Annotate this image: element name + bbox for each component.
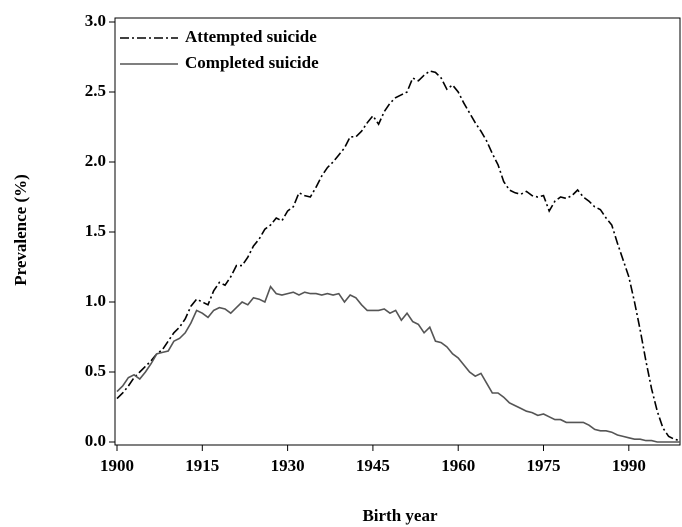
y-tick-label: 3.0 bbox=[85, 11, 106, 30]
x-axis-label: Birth year bbox=[362, 506, 438, 525]
series-line bbox=[116, 285, 680, 443]
y-tick-label: 0.5 bbox=[85, 361, 106, 380]
y-axis-label: Prevalence (%) bbox=[11, 174, 30, 286]
y-tick-label: 0.0 bbox=[85, 431, 106, 450]
x-tick-label: 1960 bbox=[441, 456, 475, 475]
y-tick-label: 2.0 bbox=[85, 151, 106, 170]
x-tick-label: 1975 bbox=[527, 456, 561, 475]
y-tick-label: 2.5 bbox=[85, 81, 106, 100]
x-tick-label: 1990 bbox=[612, 456, 646, 475]
x-tick-label: 1900 bbox=[100, 456, 134, 475]
x-tick-label: 1945 bbox=[356, 456, 390, 475]
series-line bbox=[116, 70, 681, 442]
plot-frame bbox=[114, 17, 681, 446]
x-tick-label: 1930 bbox=[271, 456, 305, 475]
legend-label: Completed suicide bbox=[185, 53, 319, 72]
x-tick-label: 1915 bbox=[185, 456, 219, 475]
legend-label: Attempted suicide bbox=[185, 27, 317, 46]
y-tick-label: 1.5 bbox=[85, 221, 106, 240]
y-tick-label: 1.0 bbox=[85, 291, 106, 310]
